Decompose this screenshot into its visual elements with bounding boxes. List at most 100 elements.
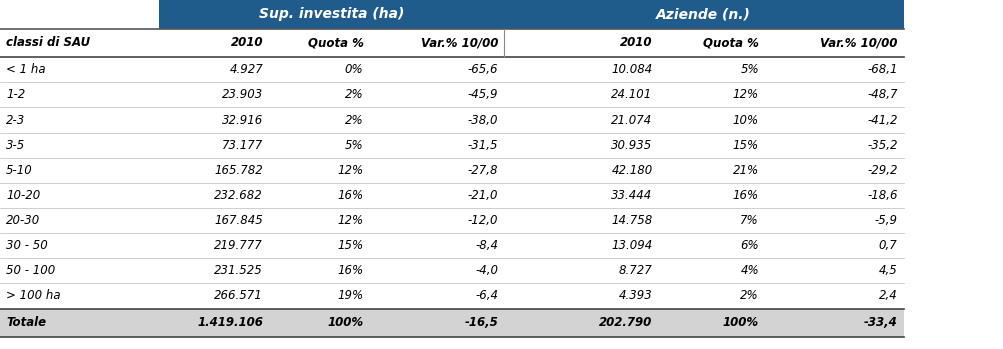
Text: -21,0: -21,0 bbox=[467, 189, 497, 202]
Bar bbox=[369, 107, 504, 133]
Text: 10-20: 10-20 bbox=[6, 189, 40, 202]
Bar bbox=[369, 158, 504, 183]
Bar bbox=[658, 283, 764, 309]
Text: 231.525: 231.525 bbox=[214, 264, 263, 277]
Bar bbox=[764, 183, 903, 208]
Bar bbox=[658, 107, 764, 133]
Bar bbox=[504, 208, 658, 233]
Text: 73.177: 73.177 bbox=[222, 139, 263, 152]
Text: 15%: 15% bbox=[337, 239, 363, 252]
Bar bbox=[158, 183, 269, 208]
Text: 3-5: 3-5 bbox=[6, 139, 25, 152]
Bar bbox=[269, 233, 369, 258]
Bar bbox=[158, 133, 269, 158]
Text: 21.074: 21.074 bbox=[611, 113, 652, 127]
Text: 100%: 100% bbox=[327, 316, 363, 329]
Text: -4,0: -4,0 bbox=[474, 264, 497, 277]
Bar bbox=[903, 0, 1003, 349]
Text: 2%: 2% bbox=[739, 289, 758, 303]
Bar bbox=[0, 337, 1003, 349]
Bar bbox=[369, 183, 504, 208]
Bar bbox=[764, 233, 903, 258]
Text: Totale: Totale bbox=[6, 316, 46, 329]
Text: 42.180: 42.180 bbox=[611, 164, 652, 177]
Bar bbox=[764, 309, 903, 337]
Text: 4.927: 4.927 bbox=[229, 63, 263, 76]
Bar bbox=[269, 57, 369, 82]
Text: 232.682: 232.682 bbox=[214, 189, 263, 202]
Bar bbox=[764, 57, 903, 82]
Bar bbox=[269, 283, 369, 309]
Text: 16%: 16% bbox=[337, 189, 363, 202]
Text: 12%: 12% bbox=[732, 88, 758, 102]
Bar bbox=[369, 208, 504, 233]
Bar bbox=[369, 57, 504, 82]
Bar bbox=[658, 29, 764, 57]
Bar bbox=[158, 57, 269, 82]
Bar bbox=[658, 82, 764, 107]
Text: 202.790: 202.790 bbox=[599, 316, 652, 329]
Bar bbox=[658, 258, 764, 283]
Text: 2-3: 2-3 bbox=[6, 113, 25, 127]
Bar bbox=[158, 233, 269, 258]
Text: -65,6: -65,6 bbox=[467, 63, 497, 76]
Text: 2%: 2% bbox=[344, 88, 363, 102]
Bar bbox=[158, 258, 269, 283]
Bar bbox=[269, 208, 369, 233]
Text: 23.903: 23.903 bbox=[222, 88, 263, 102]
Bar bbox=[764, 107, 903, 133]
Text: Var.% 10/00: Var.% 10/00 bbox=[819, 36, 897, 50]
Text: 14.758: 14.758 bbox=[611, 214, 652, 227]
Bar bbox=[504, 57, 658, 82]
Text: Quota %: Quota % bbox=[702, 36, 758, 50]
Text: 16%: 16% bbox=[732, 189, 758, 202]
Text: 30.935: 30.935 bbox=[611, 139, 652, 152]
Bar bbox=[269, 158, 369, 183]
Bar bbox=[504, 258, 658, 283]
Text: Var.% 10/00: Var.% 10/00 bbox=[420, 36, 497, 50]
Text: 1-2: 1-2 bbox=[6, 88, 25, 102]
Bar bbox=[903, 0, 1003, 29]
Text: 19%: 19% bbox=[337, 289, 363, 303]
Bar bbox=[269, 82, 369, 107]
Text: 100%: 100% bbox=[722, 316, 758, 329]
Bar bbox=[504, 233, 658, 258]
Bar bbox=[369, 283, 504, 309]
Text: -6,4: -6,4 bbox=[474, 289, 497, 303]
Text: 5%: 5% bbox=[739, 63, 758, 76]
Bar bbox=[504, 183, 658, 208]
Text: 5-10: 5-10 bbox=[6, 164, 33, 177]
Bar bbox=[158, 82, 269, 107]
Bar bbox=[764, 133, 903, 158]
Text: 30 - 50: 30 - 50 bbox=[6, 239, 48, 252]
Text: 33.444: 33.444 bbox=[611, 189, 652, 202]
Text: 10.084: 10.084 bbox=[611, 63, 652, 76]
Bar bbox=[0, 57, 158, 82]
Bar bbox=[658, 183, 764, 208]
Text: > 100 ha: > 100 ha bbox=[6, 289, 60, 303]
Bar bbox=[0, 107, 158, 133]
Bar bbox=[158, 29, 269, 57]
Text: 16%: 16% bbox=[337, 264, 363, 277]
Bar bbox=[504, 133, 658, 158]
Text: 6%: 6% bbox=[739, 239, 758, 252]
Text: 12%: 12% bbox=[337, 214, 363, 227]
Bar bbox=[0, 133, 158, 158]
Text: -68,1: -68,1 bbox=[867, 63, 897, 76]
Bar bbox=[0, 283, 158, 309]
Text: -18,6: -18,6 bbox=[867, 189, 897, 202]
Bar bbox=[0, 183, 158, 208]
Text: -27,8: -27,8 bbox=[467, 164, 497, 177]
Bar bbox=[158, 107, 269, 133]
Text: -41,2: -41,2 bbox=[867, 113, 897, 127]
Text: -48,7: -48,7 bbox=[867, 88, 897, 102]
Text: 32.916: 32.916 bbox=[222, 113, 263, 127]
Text: 266.571: 266.571 bbox=[214, 289, 263, 303]
Text: -33,4: -33,4 bbox=[863, 316, 897, 329]
Text: 219.777: 219.777 bbox=[214, 239, 263, 252]
Text: 24.101: 24.101 bbox=[611, 88, 652, 102]
Bar bbox=[504, 158, 658, 183]
Text: 1.419.106: 1.419.106 bbox=[197, 316, 263, 329]
Bar bbox=[658, 133, 764, 158]
Bar bbox=[764, 29, 903, 57]
